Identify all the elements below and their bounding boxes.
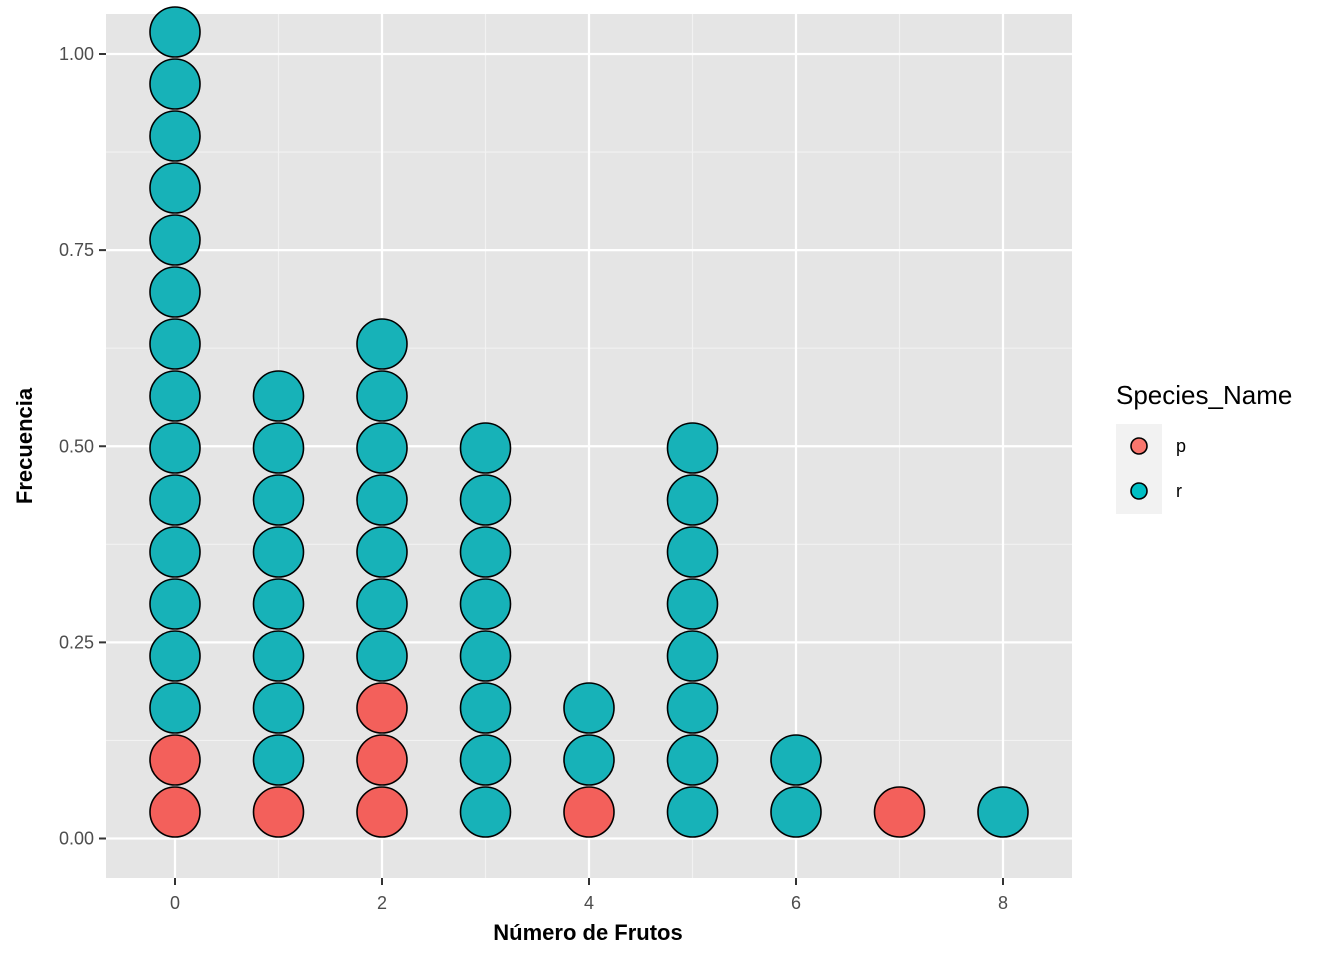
dot-r — [356, 630, 408, 682]
legend-swatch-r — [1130, 482, 1148, 500]
dot-r — [149, 162, 201, 214]
dot-r — [252, 526, 305, 578]
y-tick-label: 0.75 — [59, 240, 94, 260]
dot-r — [356, 318, 408, 370]
x-tick-label: 6 — [791, 893, 801, 913]
legend-label-r: r — [1176, 481, 1182, 501]
x-axis: 0 2 4 6 8 — [170, 878, 1008, 913]
y-axis: 0.00 0.25 0.50 0.75 1.00 — [59, 44, 106, 849]
dot-r — [149, 266, 201, 318]
dot-r — [666, 578, 719, 630]
dot-r — [252, 630, 305, 682]
dot-r — [149, 110, 201, 162]
y-tick-label: 1.00 — [59, 44, 94, 64]
dot-r — [770, 786, 822, 838]
legend-items: pr — [1130, 436, 1186, 501]
x-axis-title: Número de Frutos — [493, 920, 682, 945]
dot-p — [356, 786, 408, 838]
dot-r — [252, 734, 305, 786]
dot-r — [459, 786, 512, 838]
dot-r — [149, 578, 201, 630]
dot-r — [666, 474, 719, 526]
legend: Species_Name pr — [1116, 380, 1292, 514]
dot-p — [356, 682, 408, 734]
dot-r — [770, 734, 822, 786]
dot-r — [149, 422, 201, 474]
dot-r — [666, 630, 719, 682]
dot-r — [459, 682, 512, 734]
dot-r — [666, 422, 719, 474]
dot-p — [252, 786, 305, 838]
dot-r — [459, 734, 512, 786]
dot-p — [563, 786, 615, 838]
dot-p — [356, 734, 408, 786]
dot-r — [356, 578, 408, 630]
dot-r — [356, 474, 408, 526]
dot-r — [252, 578, 305, 630]
dot-r — [149, 58, 201, 110]
dot-r — [459, 526, 512, 578]
dot-r — [149, 630, 201, 682]
dot-p — [873, 786, 926, 838]
dot-r — [149, 6, 201, 58]
dot-r — [356, 526, 408, 578]
legend-label-p: p — [1176, 436, 1186, 456]
y-tick-label: 0.50 — [59, 436, 94, 456]
x-tick-label: 2 — [377, 893, 387, 913]
dot-r — [666, 526, 719, 578]
dot-r — [149, 526, 201, 578]
y-tick-label: 0.25 — [59, 632, 94, 652]
y-axis-title: Frecuencia — [12, 387, 37, 504]
dot-r — [252, 370, 305, 422]
dot-r — [977, 786, 1029, 838]
dot-r — [252, 474, 305, 526]
dot-p — [149, 734, 201, 786]
legend-title: Species_Name — [1116, 380, 1292, 410]
y-tick-label: 0.00 — [59, 829, 94, 849]
dot-r — [149, 370, 201, 422]
dot-stacks — [149, 6, 1029, 838]
dot-r — [252, 682, 305, 734]
dot-r — [149, 474, 201, 526]
legend-swatch-p — [1130, 437, 1148, 455]
dot-r — [666, 786, 719, 838]
dot-r — [459, 474, 512, 526]
dot-r — [356, 370, 408, 422]
x-tick-label: 4 — [584, 893, 594, 913]
dot-r — [149, 214, 201, 266]
dot-r — [666, 682, 719, 734]
dot-r — [459, 630, 512, 682]
x-tick-label: 0 — [170, 893, 180, 913]
dot-r — [149, 682, 201, 734]
x-tick-label: 8 — [998, 893, 1008, 913]
dot-p — [149, 786, 201, 838]
dot-r — [563, 682, 615, 734]
dot-r — [252, 422, 305, 474]
dot-r — [149, 318, 201, 370]
dot-r — [666, 734, 719, 786]
dot-r — [459, 578, 512, 630]
dot-r — [459, 422, 512, 474]
dot-r — [356, 422, 408, 474]
dot-r — [563, 734, 615, 786]
